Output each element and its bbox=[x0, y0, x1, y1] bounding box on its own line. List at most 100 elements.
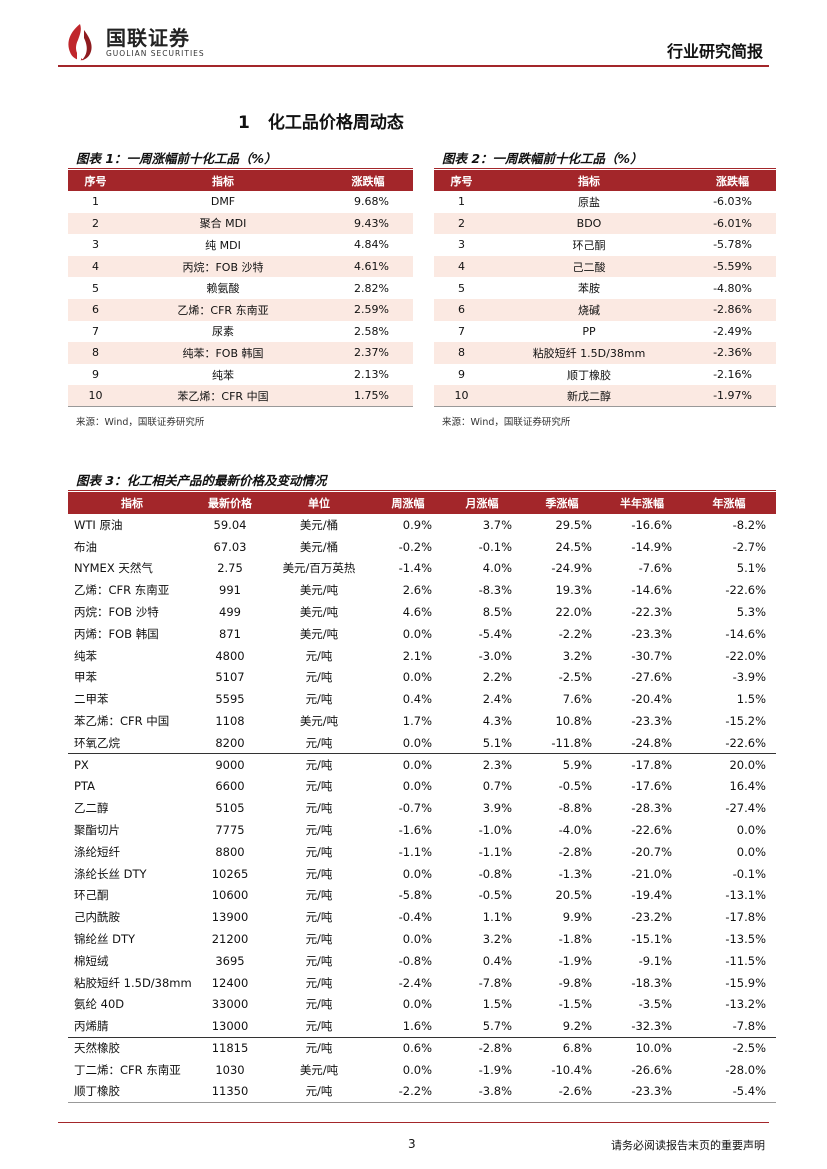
row-year: 16.4% bbox=[729, 779, 766, 794]
row-name: 环氧乙烷 bbox=[68, 731, 196, 755]
fig3-header-year: 年涨幅 bbox=[682, 492, 776, 514]
row-quarter: -1.3% bbox=[558, 866, 592, 881]
row-unit: 元/吨 bbox=[305, 932, 333, 947]
row-index: 4 bbox=[68, 255, 123, 278]
row-month: 1.5% bbox=[482, 997, 512, 1012]
row-name: 顺丁橡胶 bbox=[68, 1080, 196, 1104]
row-price: 3695 bbox=[215, 953, 245, 968]
row-month: 3.2% bbox=[482, 932, 512, 947]
row-halfyear: 10.0% bbox=[635, 1041, 672, 1056]
row-quarter: -2.6% bbox=[522, 1080, 602, 1104]
row-week: -0.2% bbox=[398, 539, 432, 554]
footer-disclaimer: 请务必阅读报告末页的重要声明 bbox=[611, 1139, 765, 1152]
row-index: 5 bbox=[92, 281, 99, 295]
row-name: 丁二烯：CFR 东南亚 bbox=[74, 1062, 181, 1077]
row-month: 2.2% bbox=[482, 670, 512, 685]
row-index: 8 bbox=[434, 342, 489, 364]
table-row: 粘胶短纤 1.5D/38mm 12400 元/吨 -2.4% -7.8% -9.8% -18… bbox=[68, 972, 776, 994]
row-index: 5 bbox=[458, 281, 465, 295]
fig3-header-price: 最新价格 bbox=[196, 492, 264, 514]
table-row: 涤纶短纤 8800 元/吨 -1.1% -1.1% -2.8% -20.7% 0.0% bbox=[68, 841, 776, 863]
row-month: 0.4% bbox=[482, 953, 512, 968]
company-logo: 国联证券 GUOLIAN SECURITIES bbox=[62, 22, 205, 62]
row-index: 9 bbox=[458, 368, 465, 382]
row-month: 2.4% bbox=[482, 692, 512, 707]
row-quarter: -8.8% bbox=[558, 801, 592, 816]
row-change: -5.78% bbox=[713, 238, 752, 252]
row-unit: 元/吨 bbox=[305, 779, 333, 794]
row-halfyear: -7.6% bbox=[638, 561, 672, 576]
row-name: 烧碱 bbox=[489, 298, 689, 321]
row-unit: 元/吨 bbox=[305, 692, 333, 707]
row-change: 1.75% bbox=[323, 385, 413, 407]
row-quarter: -0.5% bbox=[558, 779, 592, 794]
fig1-header-change: 涨跌幅 bbox=[323, 170, 413, 191]
row-unit: 元/吨 bbox=[305, 801, 333, 816]
row-month: -0.1% bbox=[478, 539, 512, 554]
row-price: 10600 bbox=[211, 888, 249, 903]
row-name: 涤纶短纤 bbox=[74, 844, 120, 859]
row-year: 0.0% bbox=[736, 823, 766, 838]
fig2-title-line bbox=[434, 168, 776, 169]
row-change: 2.82% bbox=[354, 281, 389, 295]
fig3-header-quarter: 季涨幅 bbox=[522, 492, 602, 514]
row-unit: 美元/桶 bbox=[299, 539, 339, 554]
row-name: 聚合 MDI bbox=[123, 212, 323, 235]
row-halfyear: -21.0% bbox=[631, 866, 672, 881]
table-row: 1 DMF 9.68% bbox=[68, 191, 413, 213]
table-row: 2 BDO -6.01% bbox=[434, 212, 776, 235]
row-price: 4800 bbox=[215, 648, 245, 663]
row-unit: 元/吨 bbox=[305, 1041, 333, 1056]
table-row: 乙烯：CFR 东南亚 991 美元/吨 2.6% -8.3% 19.3% -14.6% -22… bbox=[68, 579, 776, 601]
row-price: 10265 bbox=[211, 866, 249, 881]
row-halfyear: -23.3% bbox=[602, 1080, 682, 1104]
table-row: WTI 原油 59.04 美元/桶 0.9% 3.7% 29.5% -16.6% -8.2% bbox=[68, 514, 776, 536]
fig2-table: 序号 指标 涨跌幅 1 原盐 -6.03% 2 BDO -6.01% 3 环己酮 -5.78% 4… bbox=[434, 170, 776, 408]
row-name: 粘胶短纤 1.5D/38mm bbox=[74, 975, 192, 990]
row-week: 0.0% bbox=[402, 626, 432, 641]
row-index: 3 bbox=[92, 238, 99, 252]
row-price: 6600 bbox=[215, 779, 245, 794]
row-week: -1.6% bbox=[398, 823, 432, 838]
row-change: -2.16% bbox=[713, 368, 752, 382]
row-year: 1.5% bbox=[736, 692, 766, 707]
fig3-header-unit: 单位 bbox=[264, 492, 374, 514]
fig1-table: 序号 指标 涨跌幅 1 DMF 9.68% 2 聚合 MDI 9.43% 3 纯 MDI 4.8… bbox=[68, 170, 413, 408]
row-price: 59.04 bbox=[213, 517, 247, 532]
section-number: 1 bbox=[238, 113, 250, 133]
logo-cn-text: 国联证券 bbox=[106, 25, 190, 50]
table-row: 环氧乙烷 8200 元/吨 0.0% 5.1% -11.8% -24.8% -22.6% bbox=[68, 731, 776, 755]
row-week: 0.0% bbox=[402, 1062, 432, 1077]
row-quarter: 19.3% bbox=[555, 583, 592, 598]
fig2-header-change: 涨跌幅 bbox=[689, 170, 776, 191]
report-type: 行业研究简报 bbox=[666, 42, 763, 61]
page-number: 3 bbox=[408, 1137, 416, 1151]
row-name: 粘胶短纤 1.5D/38mm bbox=[489, 342, 689, 364]
row-index: 10 bbox=[68, 385, 123, 407]
row-name: 涤纶长丝 DTY bbox=[74, 866, 147, 881]
row-quarter: 3.2% bbox=[562, 648, 592, 663]
row-week: 1.7% bbox=[402, 714, 432, 729]
table-row: 7 尿素 2.58% bbox=[68, 321, 413, 343]
row-quarter: -1.8% bbox=[558, 932, 592, 947]
row-month: 0.7% bbox=[482, 779, 512, 794]
row-name: 天然橡胶 bbox=[74, 1041, 120, 1056]
row-unit: 美元/吨 bbox=[299, 1062, 339, 1077]
row-name: DMF bbox=[210, 195, 236, 209]
row-quarter: 5.9% bbox=[562, 757, 592, 772]
row-name: 纯苯：FOB 韩国 bbox=[123, 342, 323, 364]
table-row: 10 新戊二醇 -1.97% bbox=[434, 385, 776, 407]
row-month: 5.1% bbox=[442, 731, 522, 755]
row-price: 991 bbox=[219, 583, 241, 598]
row-month: -2.8% bbox=[478, 1041, 512, 1056]
table-row: 聚酯切片 7775 元/吨 -1.6% -1.0% -4.0% -22.6% 0.0% bbox=[68, 819, 776, 841]
table-row: 5 苯胺 -4.80% bbox=[434, 277, 776, 299]
row-week: -1.1% bbox=[398, 844, 432, 859]
table-row: 8 粘胶短纤 1.5D/38mm -2.36% bbox=[434, 342, 776, 364]
row-unit: 美元/桶 bbox=[299, 517, 339, 532]
row-name: 环己酮 bbox=[572, 238, 606, 252]
row-unit: 美元/吨 bbox=[299, 605, 339, 620]
fig2-header-index: 序号 bbox=[434, 170, 489, 191]
row-index: 7 bbox=[458, 324, 465, 338]
row-price: 13900 bbox=[211, 910, 249, 925]
